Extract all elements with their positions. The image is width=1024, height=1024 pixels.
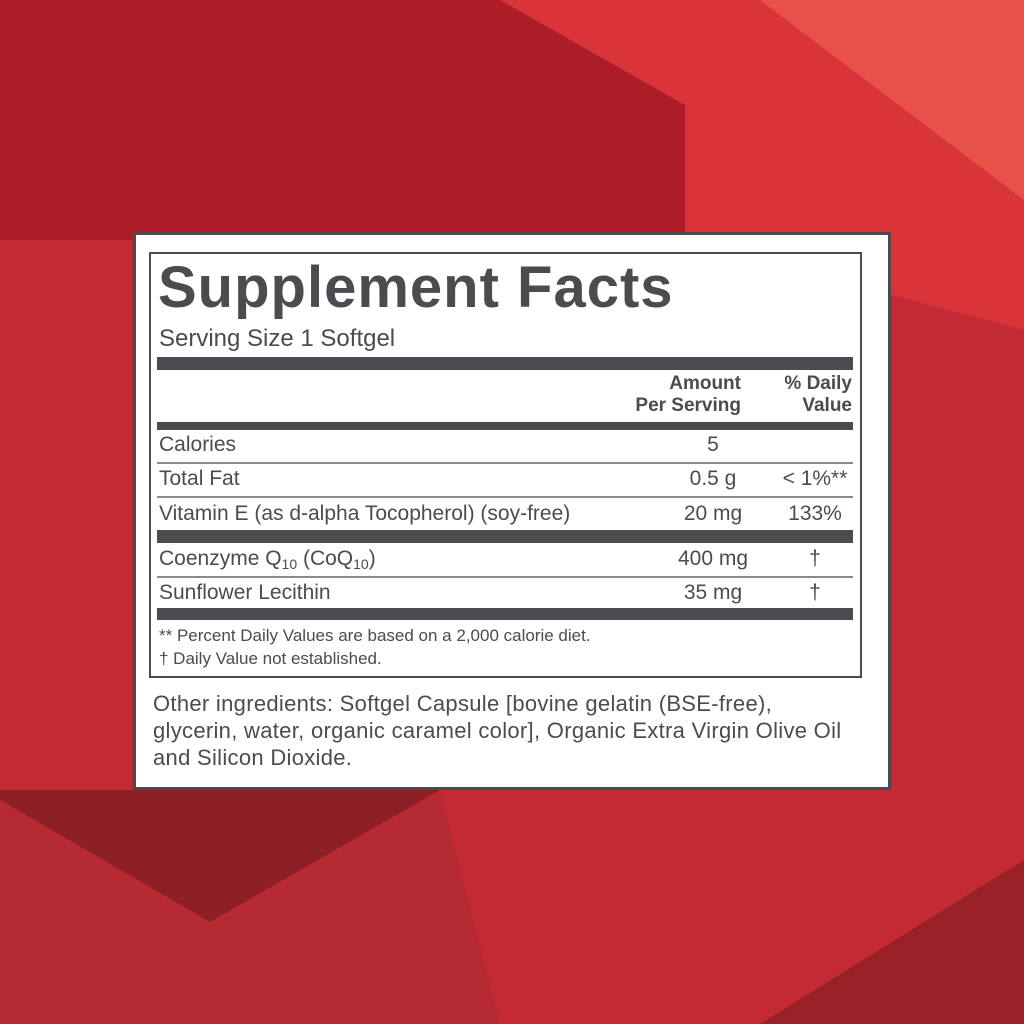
- supplement-facts-card: [133, 232, 891, 790]
- divider-thick: [157, 357, 853, 370]
- row-amount: 20 mg: [683, 502, 743, 525]
- other-ingredients: Other ingredients: Softgel Capsule [bovi…: [153, 691, 842, 770]
- row-amount: 400 mg: [677, 547, 749, 570]
- row-dv: 133%: [788, 502, 842, 525]
- amount-header-line1: Amount: [669, 373, 741, 394]
- row-dv: < 1%**: [782, 467, 848, 490]
- divider: [157, 576, 853, 578]
- dv-header-line2: Value: [802, 395, 852, 416]
- name-part: Coenzyme Q: [159, 547, 282, 570]
- divider-thick: [157, 422, 853, 430]
- subscript: 10: [353, 556, 369, 572]
- label-title: Supplement Facts: [158, 255, 674, 320]
- row-amount: 5: [707, 433, 719, 456]
- subscript: 10: [281, 556, 298, 572]
- name-part: ): [368, 547, 376, 570]
- serving-size: Serving Size 1 Softgel: [159, 325, 396, 352]
- amount-header: Amount Per Serving: [635, 373, 741, 417]
- row-amount: 35 mg: [683, 581, 743, 604]
- row-name: Total Fat: [159, 467, 240, 490]
- facts-panel: [149, 252, 862, 678]
- row-amount: 0.5 g: [689, 467, 737, 490]
- amount-header-line2: Per Serving: [635, 395, 741, 416]
- row-name: Calories: [159, 433, 237, 456]
- divider-thick: [157, 608, 853, 620]
- row-dv: †: [809, 581, 821, 604]
- row-dv: †: [809, 547, 821, 570]
- row-name: Sunflower Lecithin: [159, 581, 331, 604]
- name-part: (CoQ: [297, 547, 354, 570]
- row-name: Vitamin E (as d-alpha Tocopherol) (soy-f…: [159, 502, 571, 525]
- divider-thick: [157, 530, 853, 543]
- dv-header: % Daily Value: [784, 373, 852, 417]
- divider: [157, 462, 853, 464]
- row-name: Coenzyme Q10 (CoQ10): [159, 547, 376, 572]
- divider: [157, 496, 853, 498]
- dv-header-line1: % Daily: [784, 373, 852, 394]
- footnote: † Daily Value not established.: [159, 649, 382, 668]
- footnote: ** Percent Daily Values are based on a 2…: [159, 626, 591, 645]
